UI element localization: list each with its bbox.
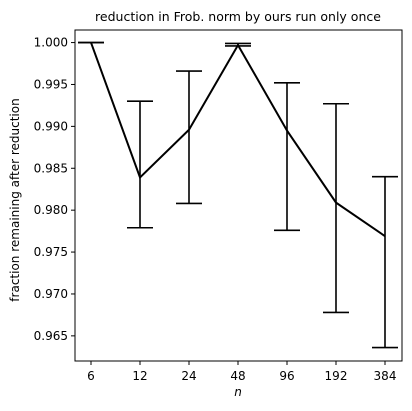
y-axis-label: fraction remaining after reduction [8,98,22,301]
y-tick-label: 0.980 [34,203,68,217]
plot-frame [74,29,403,362]
x-tick-label: 6 [87,369,95,383]
y-tick-label: 0.970 [34,287,68,301]
y-tick-label: 0.990 [34,119,68,133]
y-tick-label: 0.995 [34,77,68,91]
y-tick-label: 0.965 [34,329,68,343]
chart-title: reduction in Frob. norm by ours run only… [95,9,381,24]
x-tick-label: 96 [279,369,294,383]
y-tick-label: 0.985 [34,161,68,175]
x-tick-label: 192 [325,369,348,383]
x-axis-label: n [234,385,242,399]
x-tick-label: 24 [181,369,196,383]
y-tick-label: 1.000 [34,36,68,50]
series-line [90,42,386,237]
x-tick-label: 48 [230,369,245,383]
x-tick-label: 12 [132,369,147,383]
x-tick-label: 384 [374,369,397,383]
y-tick-label: 0.975 [34,245,68,259]
plot-area: 0.965 0.970 0.975 0.980 0.985 0.990 0.995 1.000… [34,29,403,383]
